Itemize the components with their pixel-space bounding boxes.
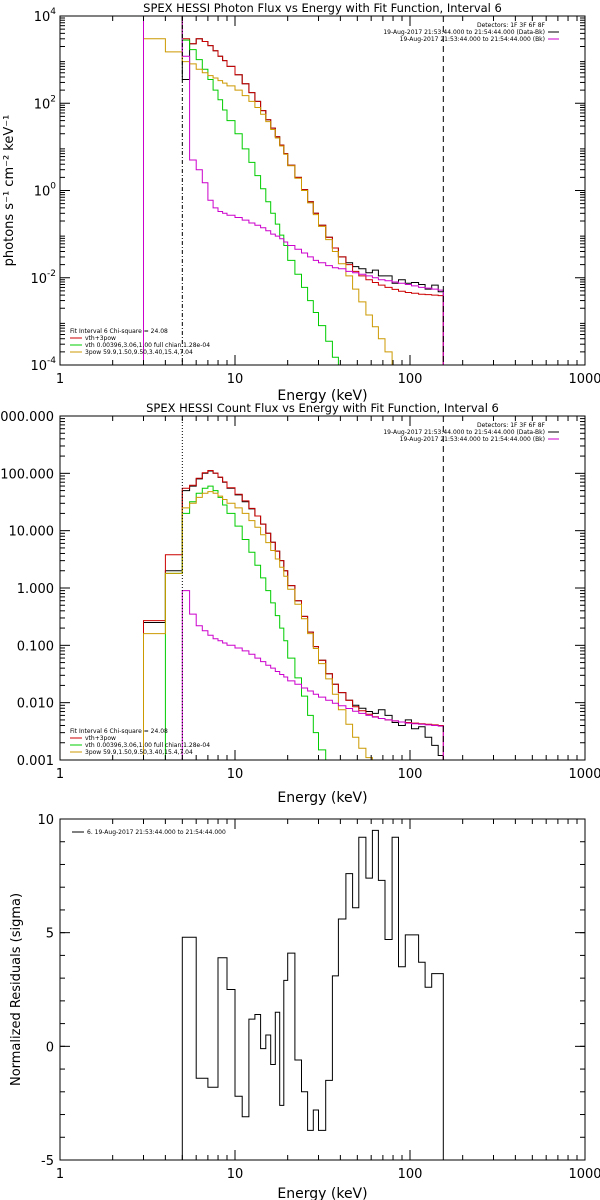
y-tick-label: 102 (34, 94, 56, 112)
y-tick-label: 10-4 (30, 356, 56, 374)
y-tick-base: 10 (34, 185, 51, 200)
series-line-4 (143, 491, 373, 760)
y-tick-exponent: 0 (50, 182, 56, 192)
y-tick-label: -5 (41, 1154, 54, 1169)
series-line-5 (181, 590, 444, 760)
y-tick-label: 0.010 (17, 697, 54, 712)
x-tick-label: 100 (398, 1167, 423, 1182)
top-legend-text: 19-Aug-2017 21:53:44.000 to 21:54:44.000… (400, 436, 545, 443)
chart-panel-3: 1 10 100 1000 -5 0 5 10 Energy (keV) Normalized R… (9, 813, 600, 1200)
x-axis-label: Energy (keV) (277, 388, 367, 404)
series-line-3 (143, 16, 339, 365)
chart-panel-1: SPEX HESSI Photon Flux vs Energy with Fi… (2, 1, 600, 404)
y-tick-label: 10.000 (9, 525, 55, 540)
x-tick-label: 1000 (568, 767, 600, 782)
plot-frame (59, 415, 586, 761)
y-tick-exponent: 4 (50, 7, 56, 17)
series-line-5 (143, 16, 444, 365)
x-tick-label: 1 (56, 1167, 64, 1182)
top-legend-text: 19-Aug-2017 21:53:44.000 to 21:54:44.000… (383, 29, 545, 36)
fit-legend-text: vth 0.00396,3.06,1.00 full chian 1.28e-0… (85, 742, 210, 749)
y-tick-label: 0.001 (17, 754, 54, 769)
y-tick-exponent: 2 (50, 94, 56, 104)
top-legend-text: 19-Aug-2017 21:53:44.000 to 21:54:44.000… (383, 429, 545, 436)
y-tick-label: 5 (46, 927, 54, 942)
y-axis-label: Normalized Residuals (sigma) (9, 893, 24, 1086)
series-line-1 (181, 829, 444, 1160)
x-tick-label: 100 (398, 372, 423, 387)
top-legend-text: Detectors: 1F 3F 6F 8F (477, 422, 546, 429)
x-axis-label: Energy (keV) (277, 1186, 367, 1200)
top-legend-text: Detectors: 1F 3F 6F 8F (477, 22, 546, 29)
series-line-4 (143, 38, 399, 365)
x-tick-label: 1 (56, 372, 64, 387)
series-group (181, 829, 444, 1160)
x-tick-label: 1000 (568, 1167, 600, 1182)
fit-legend-text: Fit Interval 6 Chi-square = 24.08 (70, 728, 168, 735)
plot-frame (59, 15, 586, 366)
y-tick-base: 10 (30, 359, 47, 374)
fit-legend-text: Fit Interval 6 Chi-square = 24.08 (70, 328, 168, 335)
y-tick-label: 1.000 (17, 582, 54, 597)
y-tick-label: 100.000 (0, 467, 54, 482)
x-axis-label: Energy (keV) (277, 790, 367, 806)
y-tick-label: 0.100 (17, 639, 54, 654)
y-tick-label: 10 (37, 813, 54, 828)
x-tick-label: 10 (227, 767, 244, 782)
x-tick-label: 10 (227, 1167, 244, 1182)
y-tick-label: 10-2 (30, 269, 56, 287)
x-tick-label: 1 (56, 767, 64, 782)
series-line-2 (143, 16, 444, 365)
y-tick-label: 0 (46, 1040, 54, 1055)
series-line-1 (143, 16, 444, 365)
y-tick-base: 10 (34, 10, 51, 25)
y-tick-label: 1000.000 (0, 410, 54, 425)
x-tick-label: 1000 (568, 372, 600, 387)
x-tick-label: 10 (227, 372, 244, 387)
y-tick-label: 104 (34, 7, 57, 25)
legend-text: 6. 19-Aug-2017 21:53:44.000 to 21:54:44.… (87, 829, 226, 836)
y-axis-label: photons s⁻¹ cm⁻² keV⁻¹ (2, 115, 17, 267)
chart-panel-2: SPEX HESSI Count Flux vs Energy with Fit… (0, 401, 600, 806)
fit-legend-text: vth 0.00396,3.06,1.00 full chian 1.28e-0… (85, 342, 210, 349)
series-group (143, 470, 444, 760)
x-tick-label: 100 (398, 767, 423, 782)
series-group (143, 16, 444, 365)
plot-frame (59, 818, 586, 1161)
y-tick-exponent: -2 (47, 269, 56, 279)
fit-legend-text: 3pow 59.9,1.50,9.50,3.40,15.4,7.04 (85, 349, 193, 356)
fit-legend-text: 3pow 59.9,1.50,9.50,3.40,15.4,7.04 (85, 749, 193, 756)
y-tick-base: 10 (34, 97, 51, 112)
chart-title: SPEX HESSI Photon Flux vs Energy with Fi… (143, 1, 502, 15)
fit-legend-text: vth+3pow (85, 335, 116, 342)
series-line-3 (143, 485, 327, 760)
top-legend-text: 19-Aug-2017 21:53:44.000 to 21:54:44.000… (400, 36, 545, 43)
y-tick-exponent: -4 (47, 356, 56, 366)
fit-legend-text: vth+3pow (85, 735, 116, 742)
chart-title: SPEX HESSI Count Flux vs Energy with Fit… (146, 401, 499, 415)
y-tick-label: 100 (34, 182, 57, 200)
y-tick-base: 10 (30, 272, 47, 287)
